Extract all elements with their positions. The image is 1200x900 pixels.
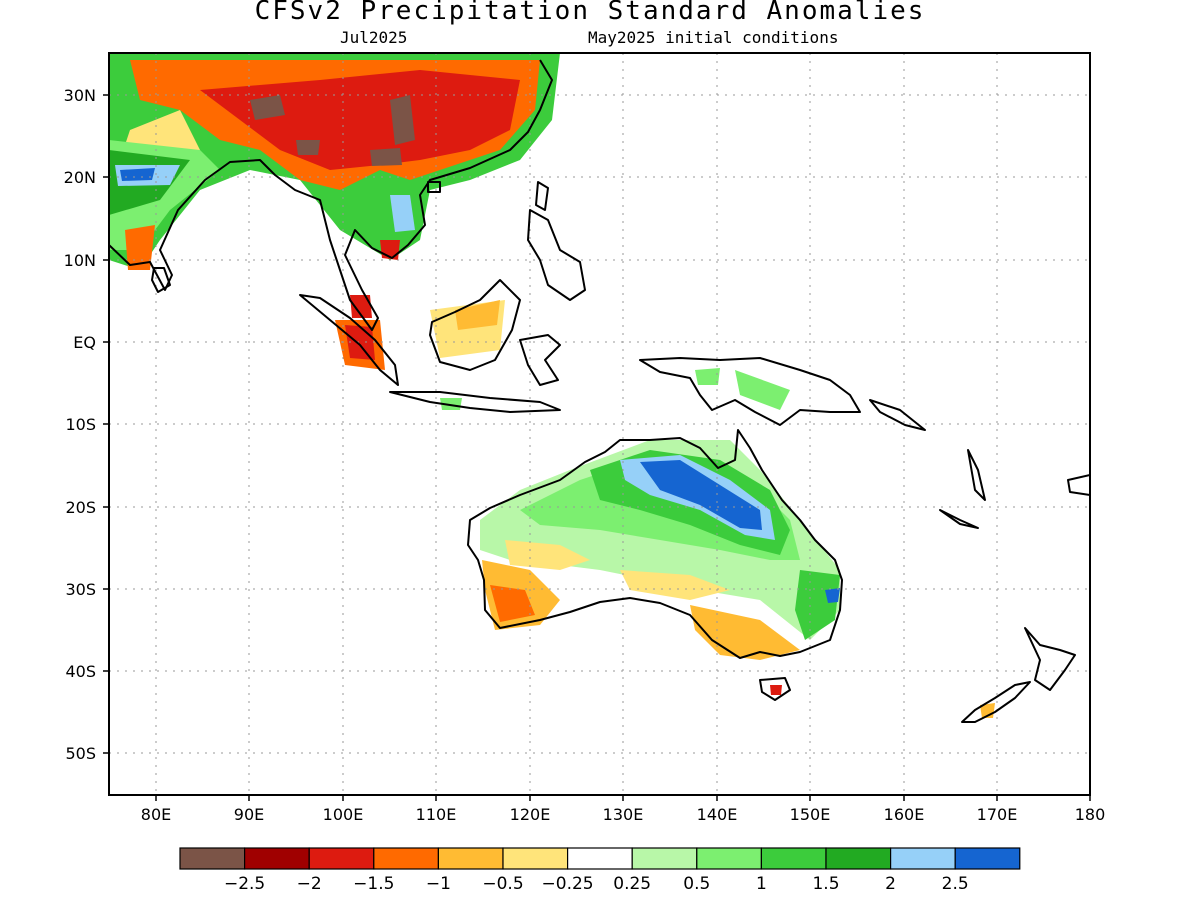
lon-label: 180	[1075, 805, 1106, 824]
colorbar-label: 2	[885, 874, 896, 894]
coast-borneo	[429, 279, 521, 371]
lat-label: EQ	[73, 333, 96, 352]
lon-label: 170E	[977, 805, 1018, 824]
anomaly-asia-brown-2	[390, 95, 415, 145]
coast-australia	[467, 429, 843, 659]
colorbar-swatch	[437, 847, 504, 870]
graticule	[109, 53, 1090, 795]
coast-solomon	[869, 399, 926, 431]
anomaly-png-green-2	[695, 368, 720, 385]
coast-nz-south	[961, 681, 1031, 723]
anomaly-india-orange	[125, 225, 155, 270]
colorbar-swatch	[308, 847, 375, 870]
lat-ticks	[103, 94, 109, 754]
lat-label: 30S	[65, 580, 96, 599]
coast-java	[389, 391, 561, 413]
lat-label: 20S	[65, 498, 96, 517]
colorbar-label: 1.5	[812, 874, 839, 894]
lat-label: 50S	[65, 744, 96, 763]
anomaly-asia-brown-1	[250, 95, 285, 120]
coast-sumatra	[299, 294, 399, 386]
colorbar-swatch	[825, 847, 892, 870]
colorbar-label: −0.5	[482, 874, 523, 894]
anomaly-asia-brown-4	[296, 140, 320, 155]
colorbar-label: −0.25	[542, 874, 594, 894]
coast-taiwan	[535, 181, 549, 211]
lon-label: 120E	[510, 805, 551, 824]
colorbar-swatch	[566, 847, 633, 870]
lon-label: 80E	[141, 805, 171, 824]
coast-vanuatu	[967, 449, 986, 501]
lon-label: 140E	[697, 805, 738, 824]
anomaly-australia-red-west	[490, 585, 535, 622]
colorbar-label: 0.25	[613, 874, 651, 894]
lat-label: 40S	[65, 662, 96, 681]
anomaly-malaya-red	[350, 295, 372, 318]
lon-label: 100E	[323, 805, 364, 824]
anomaly-field	[109, 53, 995, 718]
colorbar-label: −2	[297, 874, 322, 894]
lon-label: 90E	[234, 805, 264, 824]
map-title: CFSv2 Precipitation Standard Anomalies	[254, 0, 926, 26]
colorbar-label: 1	[756, 874, 767, 894]
anomaly-australia-blue	[640, 460, 762, 530]
coast-hainan	[427, 181, 441, 193]
lat-labels: 30N 20N 10N EQ 10S 20S 30S 40S 50S	[64, 86, 96, 763]
coast-philippines	[527, 209, 586, 301]
anomaly-australia-east-green	[795, 570, 840, 640]
lat-label: 30N	[64, 86, 96, 105]
coast-png	[639, 357, 861, 426]
initial-conditions-label: May2025 initial conditions	[588, 28, 839, 47]
colorbar-label: −1	[426, 874, 451, 894]
anomaly-java-green	[440, 398, 462, 410]
coast-nz-north	[1024, 627, 1076, 691]
coast-tasmania	[759, 677, 791, 701]
colorbar-swatch	[889, 847, 956, 870]
lon-label: 150E	[790, 805, 831, 824]
colorbar-swatch	[502, 847, 569, 870]
valid-month-label: Jul2025	[340, 28, 408, 47]
coast-new-caledonia	[939, 509, 979, 529]
anomaly-australia-yellow-1	[505, 540, 590, 570]
anomaly-australia-yellow-2	[620, 570, 730, 600]
lon-label: 160E	[884, 805, 925, 824]
coastlines	[109, 59, 1090, 723]
colorbar-label: −2.5	[224, 874, 265, 894]
lon-labels: 80E 90E 100E 110E 120E 130E 140E 150E 16…	[141, 805, 1106, 824]
colorbar-swatch	[696, 847, 762, 870]
colorbar-swatch	[760, 847, 827, 870]
coast-sri-lanka	[151, 267, 171, 293]
coast-sulawesi	[519, 334, 561, 386]
anomaly-png-green	[735, 370, 790, 410]
anomaly-asia-brown-3	[370, 148, 402, 166]
anomaly-india-blue	[120, 168, 155, 181]
coast-fiji	[1067, 474, 1090, 496]
colorbar-label: −1.5	[353, 874, 394, 894]
anomaly-australia-east-blue	[825, 588, 840, 603]
lat-label: 10N	[64, 251, 96, 270]
colorbar-swatch	[244, 847, 310, 870]
lon-label: 110E	[416, 805, 457, 824]
lon-ticks	[155, 795, 1091, 801]
colorbar-swatch	[373, 847, 439, 870]
colorbar-label: 2.5	[942, 874, 969, 894]
colorbar-swatch	[179, 847, 246, 870]
lat-label: 20N	[64, 168, 96, 187]
colorbar-swatch	[954, 847, 1021, 870]
lat-label: 10S	[65, 415, 96, 434]
lon-label: 130E	[603, 805, 644, 824]
anomaly-indochina-blue	[390, 195, 415, 232]
colorbar: −2.5 −2 −1.5 −1 −0.5 −0.25 0.25 0.5 1 1.5 2 2.5	[179, 847, 1021, 894]
coast-asia	[109, 59, 553, 331]
colorbar-swatch	[631, 847, 698, 870]
anomaly-tasmania-red	[770, 685, 782, 695]
colorbar-label: 0.5	[683, 874, 710, 894]
